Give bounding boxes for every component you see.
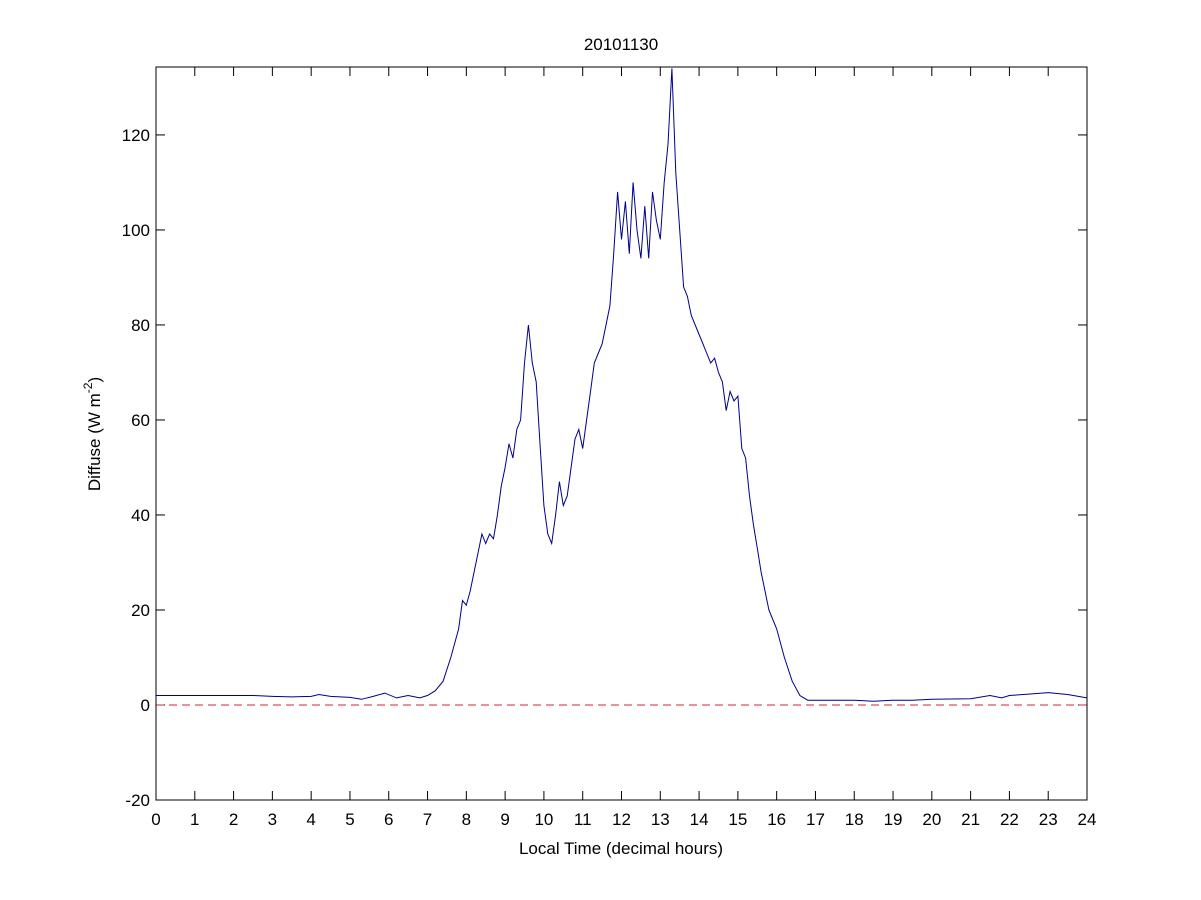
x-tick-label: 14: [690, 810, 709, 829]
x-tick-label: 13: [651, 810, 670, 829]
y-tick-label: 100: [122, 221, 150, 240]
x-tick-label: 16: [767, 810, 786, 829]
x-tick-label: 15: [728, 810, 747, 829]
y-tick-label: 40: [131, 506, 150, 525]
x-tick-label: 22: [1000, 810, 1019, 829]
x-tick-label: 12: [612, 810, 631, 829]
y-tick-label: 80: [131, 316, 150, 335]
x-tick-label: 8: [462, 810, 471, 829]
x-tick-label: 0: [151, 810, 160, 829]
x-tick-label: 23: [1039, 810, 1058, 829]
x-tick-label: 3: [268, 810, 277, 829]
y-label-text: Diffuse (W m: [85, 393, 104, 491]
x-tick-label: 21: [961, 810, 980, 829]
plot-area: [156, 67, 1087, 800]
x-tick-label: 6: [384, 810, 393, 829]
y-label-sup: -2: [81, 382, 95, 393]
x-tick-label: 20: [922, 810, 941, 829]
x-tick-label: 5: [345, 810, 354, 829]
x-tick-label: 17: [806, 810, 825, 829]
x-tick-label: 7: [423, 810, 432, 829]
x-tick-label: 24: [1078, 810, 1097, 829]
axes-box: [155, 66, 1088, 801]
x-tick-label: 19: [884, 810, 903, 829]
y-label-end: ): [85, 377, 104, 383]
y-tick-label: 60: [131, 411, 150, 430]
y-tick-label: 120: [122, 126, 150, 145]
y-tick-label: -20: [125, 791, 150, 810]
x-tick-label: 18: [845, 810, 864, 829]
x-axis-label: Local Time (decimal hours): [519, 839, 723, 858]
x-tick-label: 10: [534, 810, 553, 829]
y-tick-label: 20: [131, 601, 150, 620]
x-tick-label: 11: [574, 810, 592, 829]
chart-title: 20101130: [584, 35, 658, 54]
x-tick-label: 2: [229, 810, 238, 829]
y-tick-label: 0: [141, 696, 150, 715]
x-tick-label: 1: [190, 810, 199, 829]
x-tick-label: 9: [500, 810, 509, 829]
data-line: [156, 68, 1088, 702]
x-tick-label: 4: [306, 810, 315, 829]
y-axis-label: Diffuse (W m-2): [81, 377, 104, 491]
